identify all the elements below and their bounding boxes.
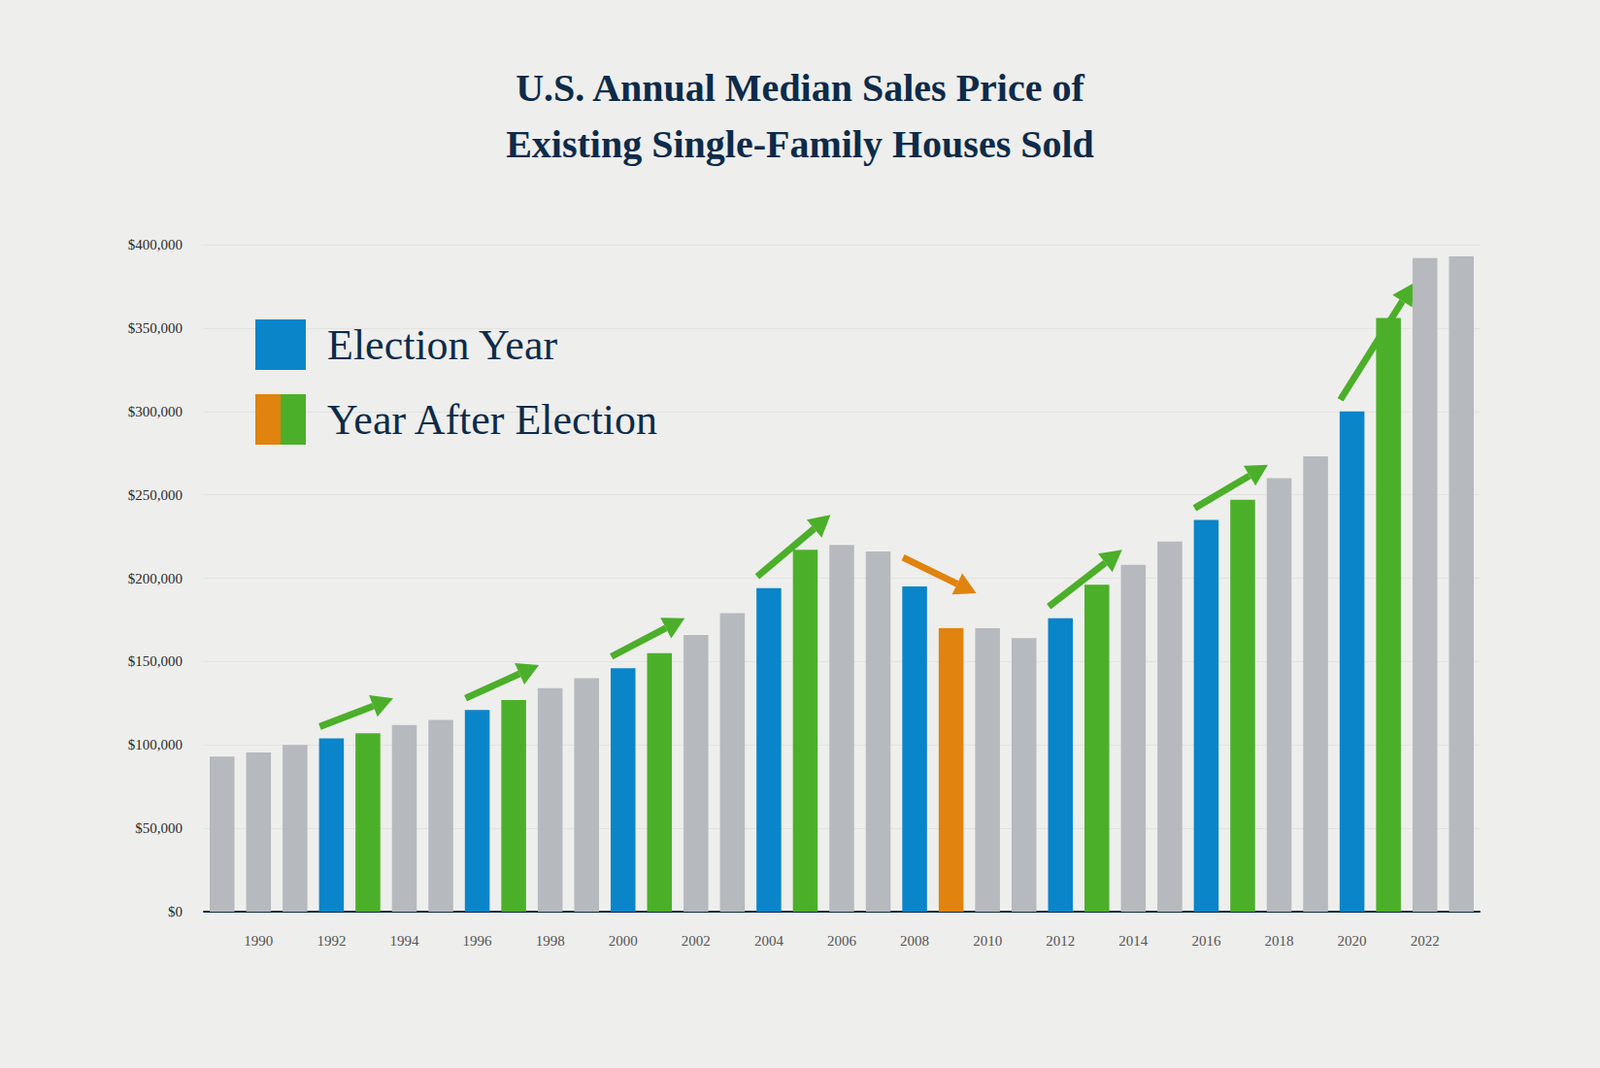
svg-text:1998: 1998: [535, 933, 566, 949]
svg-text:$400,000: $400,000: [128, 236, 183, 253]
svg-text:2012: 2012: [1045, 933, 1075, 949]
svg-text:$300,000: $300,000: [128, 403, 183, 420]
svg-text:2004: 2004: [754, 933, 785, 949]
svg-text:2006: 2006: [827, 933, 858, 949]
svg-text:$350,000: $350,000: [128, 320, 183, 336]
svg-text:Year After Election: Year After Election: [327, 396, 658, 444]
svg-text:2018: 2018: [1265, 933, 1295, 949]
svg-text:2022: 2022: [1410, 933, 1440, 949]
svg-text:2016: 2016: [1191, 933, 1222, 949]
svg-text:1996: 1996: [463, 933, 494, 949]
svg-text:2014: 2014: [1118, 933, 1149, 949]
svg-text:2020: 2020: [1337, 933, 1367, 949]
svg-text:Existing Single-Family Houses: Existing Single-Family Houses Sold: [505, 122, 1095, 167]
svg-text:U.S. Annual Median Sales Price: U.S. Annual Median Sales Price of: [515, 66, 1085, 110]
svg-text:1994: 1994: [389, 933, 420, 949]
svg-text:2002: 2002: [681, 933, 711, 949]
svg-text:$0: $0: [167, 903, 183, 920]
svg-text:2010: 2010: [972, 933, 1002, 949]
svg-text:2000: 2000: [608, 933, 638, 949]
svg-text:$250,000: $250,000: [128, 487, 183, 503]
svg-text:2008: 2008: [900, 933, 930, 949]
svg-text:Election Year: Election Year: [327, 321, 558, 369]
svg-text:1992: 1992: [316, 933, 346, 949]
svg-text:$50,000: $50,000: [134, 820, 183, 836]
svg-text:$200,000: $200,000: [128, 570, 183, 587]
svg-text:1990: 1990: [243, 933, 273, 949]
svg-text:$150,000: $150,000: [128, 653, 183, 669]
svg-text:$100,000: $100,000: [128, 736, 183, 753]
